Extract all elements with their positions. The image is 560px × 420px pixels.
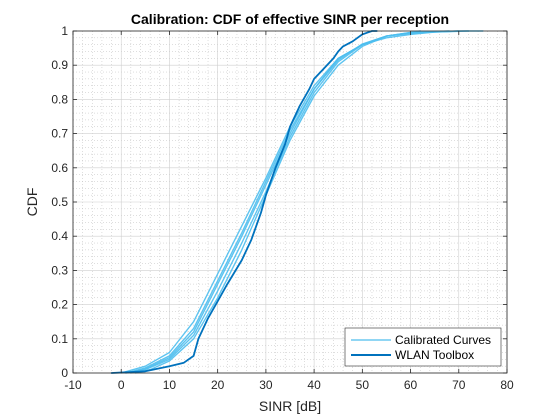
legend: Calibrated Curves WLAN Toolbox	[344, 327, 502, 367]
x-tick-label: 50	[356, 378, 370, 392]
y-tick-label: 0.5	[51, 195, 68, 209]
y-tick-label: 0.1	[51, 332, 68, 346]
y-axis-label: CDF	[24, 188, 40, 217]
y-tick-label: 0.7	[51, 127, 68, 141]
x-axis-label: SINR [dB]	[259, 398, 321, 414]
legend-box	[344, 327, 502, 367]
series-line-wlan-toolbox	[110, 30, 378, 374]
tick-marks	[72, 30, 508, 374]
y-tick-label: 0	[61, 366, 68, 380]
y-tick-label: 0.4	[51, 229, 68, 243]
x-tick-label: 10	[163, 378, 177, 392]
x-tick-label: 40	[307, 378, 321, 392]
chart-title: Calibration: CDF of effective SINR per r…	[131, 11, 449, 27]
y-tick-label: 0.3	[51, 263, 68, 277]
y-tick-label: 0.9	[51, 58, 68, 72]
x-tick-label: 60	[404, 378, 418, 392]
x-tick-labels: -10 0 10 20 30 40 50 60 70 80	[64, 378, 514, 392]
y-tick-label: 1	[61, 24, 68, 38]
x-tick-label: 30	[259, 378, 273, 392]
legend-label-wlan: WLAN Toolbox	[395, 348, 474, 362]
y-tick-labels: 0 0.1 0.2 0.3 0.4 0.5 0.6 0.7 0.8 0.9 1	[51, 24, 68, 380]
y-tick-label: 0.2	[51, 298, 68, 312]
y-tick-label: 0.8	[51, 92, 68, 106]
x-tick-label: 0	[118, 378, 125, 392]
series-layer	[110, 30, 484, 374]
y-tick-label: 0.6	[51, 161, 68, 175]
x-tick-label: 20	[211, 378, 225, 392]
x-tick-label: 70	[452, 378, 466, 392]
x-tick-label: 80	[500, 378, 514, 392]
major-grid	[72, 30, 508, 374]
series-line-calibrated-2	[125, 30, 470, 374]
plot-area	[72, 30, 508, 374]
legend-label-calibrated: Calibrated Curves	[395, 333, 491, 347]
x-tick-label: -10	[64, 378, 82, 392]
